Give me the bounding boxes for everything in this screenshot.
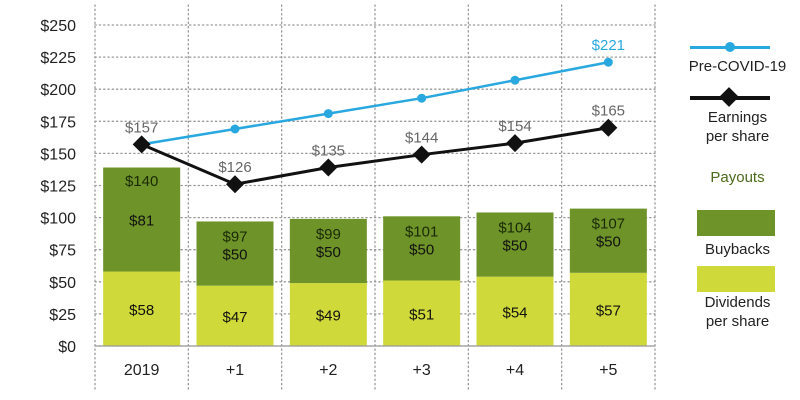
bar-value-label: $49: [316, 308, 341, 325]
bar-total-label: $104: [498, 219, 531, 236]
x-tick-label: +2: [319, 362, 337, 379]
bar-segment: [103, 271, 181, 346]
earnings-marker: [319, 158, 338, 177]
grid: [94, 4, 656, 393]
bar-total-label: $140: [125, 173, 158, 190]
earnings-value-label: $157: [125, 119, 158, 136]
bar-value-label: $47: [222, 309, 247, 326]
legend: Pre-COVID-19 Earnings per share Payouts …: [675, 0, 800, 400]
y-tick-label: $200: [40, 82, 76, 99]
earnings-line: [141, 126, 609, 186]
bar-segment: [383, 216, 461, 281]
pre-covid-marker: [417, 93, 427, 103]
x-tick-label: 2019: [124, 362, 160, 379]
legend-pre-covid-label: Pre-COVID-19: [688, 58, 787, 75]
bar-value-label: $81: [129, 213, 154, 230]
bar-segment: [196, 285, 274, 346]
axes: $0 $25 $50 $75 $100 $125 $150 $175 $200 $225 $250 2…: [40, 18, 655, 379]
pre-covid-marker: [510, 75, 520, 85]
bar-value-label: $50: [316, 244, 341, 261]
x-tick-label: +1: [226, 362, 244, 379]
bar-total-label: $107: [592, 216, 625, 233]
earnings-value-label: $126: [218, 159, 251, 176]
earnings-value-label: $165: [592, 103, 625, 120]
legend-buybacks-swatch: [697, 210, 775, 236]
bar-total-label: $99: [316, 226, 341, 243]
y-tick-label: $225: [40, 50, 76, 67]
y-tick-label: $75: [49, 243, 76, 260]
legend-earnings-marker-icon: [719, 87, 739, 107]
legend-earnings-label-line1: Earnings: [707, 109, 768, 126]
pre-covid-marker: [230, 124, 240, 134]
bar-value-label: $50: [409, 241, 434, 258]
legend-earnings-label-line2: per share: [705, 128, 770, 145]
earnings-value-label: $154: [498, 118, 531, 135]
y-tick-label: $175: [40, 114, 76, 131]
y-tick-label: $50: [49, 275, 76, 292]
x-tick-label: +3: [413, 362, 431, 379]
x-tick-label: +5: [599, 362, 617, 379]
earnings-marker: [226, 175, 244, 194]
pre-covid-value-label: $221: [592, 37, 625, 54]
earnings-marker: [132, 135, 151, 154]
bar-segment: [289, 218, 367, 284]
bars: [103, 167, 647, 346]
y-tick-label: $150: [40, 146, 76, 163]
y-tick-label: $250: [40, 18, 76, 35]
bar-segment: [476, 212, 554, 277]
bar-segment: [476, 276, 554, 346]
labels: $58$81$140$47$50$97$49$50$99$51$50$101$5…: [125, 37, 625, 326]
legend-buybacks-label: Buybacks: [704, 241, 771, 258]
bar-segment: [289, 283, 367, 346]
legend-dividends-swatch: [697, 266, 775, 292]
bar-value-label: $51: [409, 306, 434, 323]
legend-dividends-label-line2: per share: [705, 313, 770, 330]
earnings-value-label: $144: [405, 130, 438, 147]
legend-payouts-heading: Payouts: [710, 169, 765, 186]
earnings-marker: [506, 134, 524, 153]
bar-value-label: $50: [222, 247, 247, 264]
bar-segment: [383, 280, 461, 346]
bar-value-label: $50: [596, 234, 621, 251]
bar-value-label: $58: [129, 302, 154, 319]
earnings-marker: [412, 145, 431, 164]
legend-pre-covid-marker-icon: [725, 42, 735, 52]
bar-segment: [569, 208, 647, 273]
x-tick-label: +4: [506, 362, 524, 379]
bar-value-label: $57: [596, 302, 621, 319]
y-tick-label: $125: [40, 179, 76, 196]
bar-segment: [103, 167, 181, 272]
bar-total-label: $101: [405, 223, 438, 240]
pre-covid-line: [141, 61, 609, 146]
bar-segment: [569, 272, 647, 346]
pre-covid-marker: [603, 57, 613, 67]
earnings-value-label: $135: [312, 143, 345, 160]
y-tick-label: $0: [58, 339, 76, 356]
lines: [132, 57, 618, 194]
bar-total-label: $97: [222, 228, 247, 245]
bar-segment: [196, 221, 274, 286]
legend-dividends-label-line1: Dividends: [704, 294, 771, 311]
earnings-marker: [599, 118, 618, 137]
y-tick-label: $25: [49, 307, 76, 324]
pre-covid-marker: [323, 109, 333, 119]
bar-value-label: $50: [502, 238, 527, 255]
y-tick-label: $100: [40, 211, 76, 228]
bar-value-label: $54: [502, 304, 527, 321]
